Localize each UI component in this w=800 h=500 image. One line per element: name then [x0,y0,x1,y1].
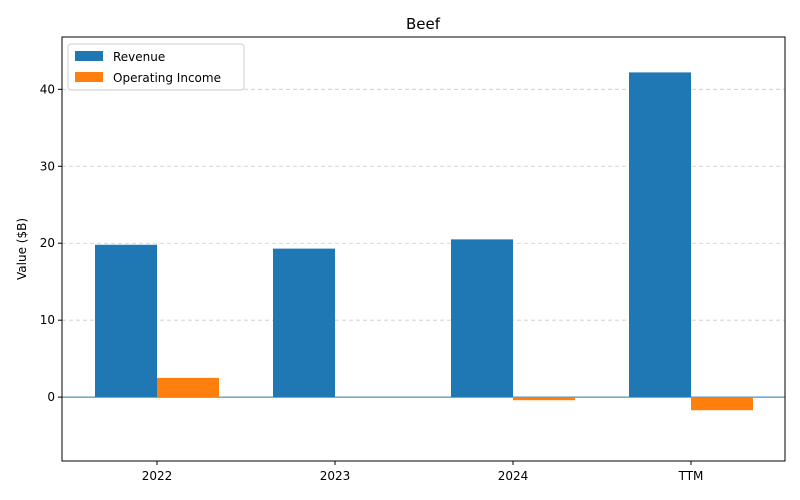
y-tick-label: 0 [47,390,55,404]
chart-title: Beef [406,15,441,33]
bar-operating-income-ttm [691,397,753,411]
legend-box [67,43,245,91]
legend-label: Revenue [113,50,165,64]
legend: Revenue Operating Income [67,43,245,91]
x-axis-ticks: 2022 2023 2024 TTM [142,461,704,483]
bar-revenue-ttm [629,72,691,398]
x-tick-label: TTM [678,469,704,483]
y-tick-label: 30 [40,159,55,173]
bar-revenue-2024 [451,239,513,398]
bar-revenue-2022 [95,244,157,398]
y-tick-label: 40 [40,82,55,96]
bar-operating-income-2022 [157,377,219,398]
legend-swatch [75,51,103,61]
x-tick-label: 2023 [320,469,351,483]
y-axis-label: Value ($B) [15,218,29,280]
bar-revenue-2023 [273,248,335,398]
legend-label: Operating Income [113,71,221,85]
bars [95,72,753,411]
bar-operating-income-2024 [513,397,575,401]
y-tick-label: 20 [40,236,55,250]
x-tick-label: 2024 [498,469,529,483]
legend-swatch [75,72,103,82]
plot-frame [61,36,786,462]
y-tick-label: 10 [40,313,55,327]
y-axis-ticks: 0 10 20 30 40 [40,82,62,404]
x-tick-label: 2022 [142,469,173,483]
